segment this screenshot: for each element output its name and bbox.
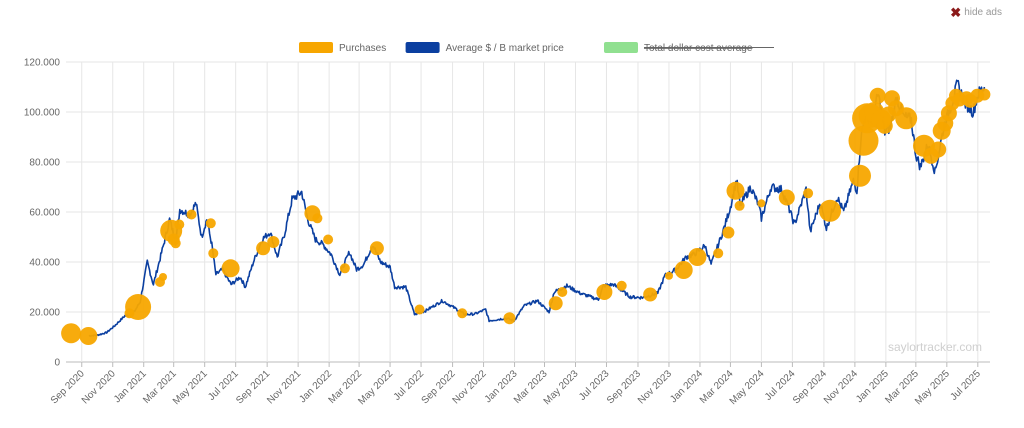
purchase-bubble <box>125 294 152 320</box>
hide-ads-button[interactable]: ✖ hide ads <box>950 4 1002 20</box>
x-tick-label: May 2025 <box>913 368 952 407</box>
legend-swatch <box>604 42 638 53</box>
purchase-bubble <box>221 259 240 278</box>
chart-grid <box>66 61 990 367</box>
purchase-bubble <box>503 312 516 325</box>
y-tick-label: 80.000 <box>29 158 60 169</box>
purchase-bubble <box>713 248 724 259</box>
y-tick-label: 40.000 <box>29 258 60 269</box>
purchase-bubble <box>323 234 334 245</box>
legend-label: Purchases <box>339 43 386 54</box>
purchase-bubble <box>930 141 947 158</box>
purchase-bubble <box>978 88 991 101</box>
purchase-bubble <box>205 218 216 229</box>
purchase-bubble <box>548 296 563 311</box>
purchase-bubble <box>170 238 181 249</box>
legend-swatch <box>405 42 440 53</box>
purchase-bubble <box>643 287 658 302</box>
x-tick-label: May 2024 <box>728 368 767 407</box>
chart-legend: Purchases Average $ / B market price Total… <box>299 42 774 54</box>
purchase-bubble <box>688 248 707 266</box>
watermark: saylortracker.com <box>888 340 982 354</box>
purchase-bubble <box>849 164 871 187</box>
purchase-bubble <box>616 280 627 291</box>
purchase-bubble <box>174 219 185 230</box>
x-tick-label: May 2023 <box>542 368 581 407</box>
purchase-bubble <box>256 241 271 256</box>
x-tick-label: Nov 2022 <box>451 368 489 406</box>
purchase-bubble <box>819 199 841 222</box>
purchase-bubble <box>312 213 323 224</box>
y-tick-label: 60.000 <box>29 208 60 219</box>
purchase-bubble <box>778 189 795 206</box>
legend-label: Total dollar cost average <box>644 43 753 54</box>
purchase-bubble <box>665 271 673 280</box>
purchase-bubble <box>61 323 82 344</box>
y-axis: 0 20.000 40.000 60.000 80.000 100.000 120.000 <box>24 58 61 369</box>
x-tick-label: Nov 2024 <box>822 368 860 406</box>
price-line <box>88 79 986 338</box>
x-tick-label: May 2021 <box>171 368 210 407</box>
purchase-bubble <box>757 199 766 208</box>
purchase-bubble <box>722 226 735 239</box>
purchase-bubble <box>457 308 468 319</box>
purchase-bubble <box>339 263 350 274</box>
x-tick-label: Nov 2020 <box>80 368 118 406</box>
x-tick-label: Jul 2025 <box>948 368 983 403</box>
purchase-bubble <box>596 284 613 300</box>
chart-series <box>61 79 991 345</box>
purchase-bubble <box>414 304 425 315</box>
legend-label: Average $ / B market price <box>446 43 565 54</box>
x-tick-label: Nov 2021 <box>265 368 303 406</box>
purchase-bubble <box>674 261 693 279</box>
purchase-bubble <box>869 87 886 104</box>
purchase-bubble <box>895 107 918 130</box>
purchase-bubble <box>557 287 568 297</box>
y-tick-label: 20.000 <box>29 308 60 319</box>
purchase-bubble <box>267 236 280 248</box>
purchase-bubble <box>208 248 219 259</box>
purchase-bubble <box>734 200 745 211</box>
legend-swatch <box>299 42 333 53</box>
y-tick-label: 100.000 <box>24 108 61 119</box>
purchase-bubble <box>803 188 814 199</box>
x-icon: ✖ <box>950 4 962 20</box>
x-tick-label: Nov 2023 <box>636 368 674 406</box>
purchase-bubble <box>369 241 384 256</box>
hide-ads-label: hide ads <box>964 7 1002 18</box>
y-tick-label: 0 <box>54 358 60 369</box>
purchase-bubble <box>726 181 745 200</box>
x-tick-label: May 2022 <box>356 368 395 407</box>
purchase-bubble <box>79 327 98 345</box>
purchase-bubble <box>186 209 197 220</box>
y-tick-label: 120.000 <box>24 58 61 69</box>
purchase-bubble <box>848 125 879 156</box>
purchase-bubble <box>159 273 167 281</box>
